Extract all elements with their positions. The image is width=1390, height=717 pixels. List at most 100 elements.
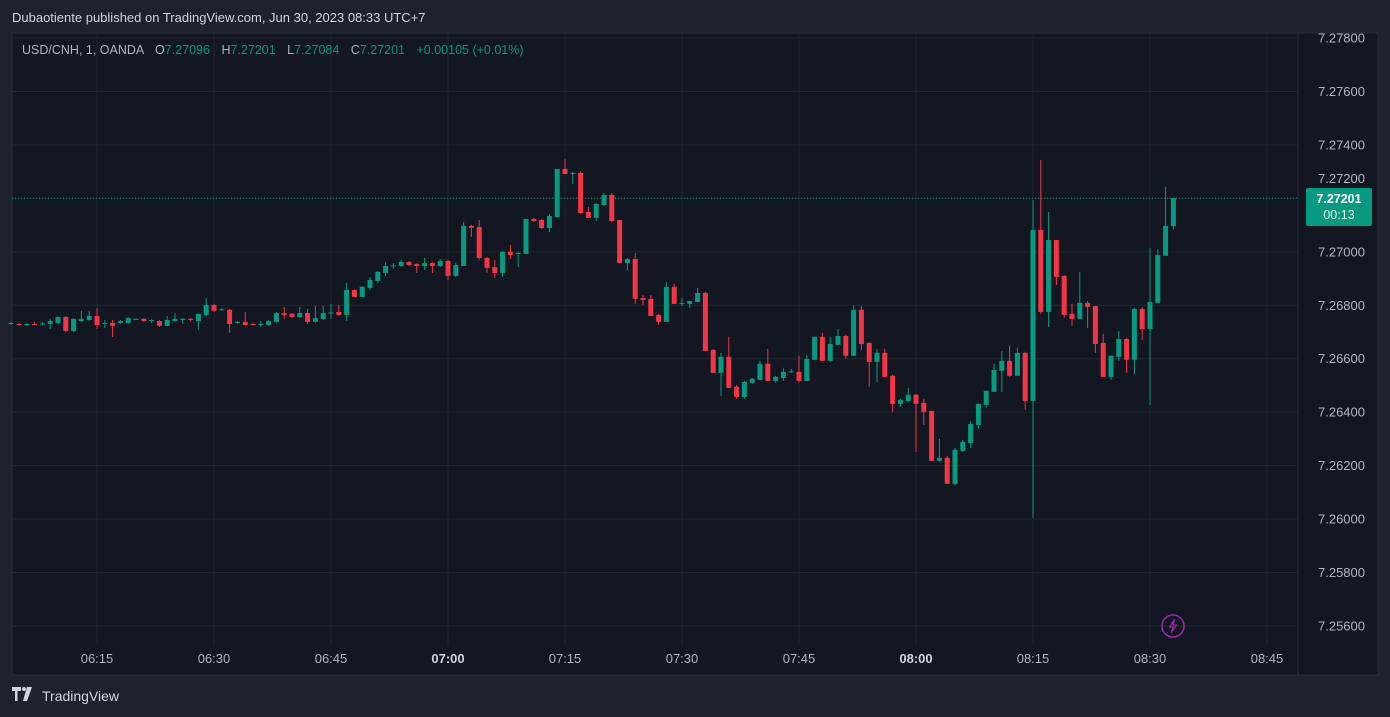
tradingview-logo-icon[interactable]: [12, 687, 34, 705]
candle-up: [71, 318, 77, 332]
candle-up: [1163, 186, 1169, 256]
candle-body: [320, 313, 326, 319]
time-tick-label: 06:30: [198, 651, 231, 666]
candle-body: [944, 457, 950, 484]
candle-up: [1155, 249, 1161, 303]
candle-body: [86, 315, 92, 320]
close-label: C: [350, 43, 360, 57]
candle-down: [765, 348, 771, 381]
candle-down: [351, 289, 357, 297]
candle-body: [180, 318, 186, 320]
candle-down: [1092, 306, 1098, 353]
footer: TradingView: [12, 687, 119, 705]
candle-body: [16, 323, 22, 326]
candle-down: [819, 332, 825, 361]
candle-body: [484, 257, 490, 268]
candle-body: [55, 317, 61, 323]
candle-body: [780, 371, 786, 378]
candle-up: [960, 439, 966, 453]
candle-body: [523, 218, 529, 254]
candle-body: [1100, 342, 1106, 377]
candle-down: [866, 341, 872, 387]
candle-body: [156, 321, 162, 326]
candle-body: [375, 271, 381, 281]
candle-body: [1085, 302, 1091, 307]
candle-down: [1061, 275, 1067, 318]
candle-up: [804, 354, 810, 381]
candle-body: [78, 318, 84, 322]
candle-up: [367, 276, 373, 291]
candle-down: [32, 321, 38, 326]
candle-body: [461, 225, 467, 266]
candle-down: [227, 309, 233, 333]
price-axis[interactable]: 7.27800 7.27600 7.27400 7.27200 7.27000 7.268…: [1318, 31, 1365, 634]
candle-body: [219, 309, 225, 311]
candle-down: [250, 322, 256, 326]
candle-down: [858, 306, 864, 350]
candle-body: [624, 259, 630, 264]
candle-body: [905, 394, 911, 401]
candle-body: [1014, 352, 1020, 376]
candle-body: [344, 290, 350, 315]
candle-body: [250, 323, 256, 325]
candle-up: [1077, 271, 1083, 319]
candle-down: [1038, 159, 1044, 314]
candle-up: [983, 390, 989, 408]
candle-body: [1163, 225, 1169, 256]
candle-body: [788, 371, 794, 373]
candle-body: [507, 251, 513, 256]
candle-up: [320, 306, 326, 320]
candle-up: [234, 321, 240, 324]
candle-body: [609, 194, 615, 222]
candle-body: [328, 312, 334, 314]
candle-body: [515, 252, 521, 254]
candle-body: [617, 220, 623, 264]
candle-body: [741, 381, 747, 397]
candle-down: [913, 394, 919, 453]
lightning-alert-icon[interactable]: [1161, 614, 1185, 638]
tradingview-brand[interactable]: TradingView: [42, 688, 120, 704]
candle-up: [936, 438, 942, 462]
candle-body: [671, 286, 677, 304]
candle-up: [273, 311, 279, 323]
candle-up: [624, 257, 630, 271]
price-tick-label: 7.27200: [1318, 171, 1365, 186]
candle-up: [570, 172, 576, 184]
candle-up: [359, 286, 365, 297]
candle-body: [640, 298, 646, 300]
candle-down: [882, 348, 888, 377]
candle-up: [523, 218, 529, 254]
candle-up: [874, 348, 880, 382]
symbol-name[interactable]: USD/CNH, 1, OANDA: [22, 43, 144, 57]
candle-down: [609, 193, 615, 222]
candle-body: [351, 290, 357, 297]
candle-up: [125, 317, 131, 324]
candle-body: [1077, 302, 1083, 319]
candle-body: [874, 352, 880, 362]
candle-up: [55, 316, 61, 324]
candle-body: [890, 375, 896, 404]
candle-up: [383, 261, 389, 276]
candle-body: [913, 394, 919, 404]
candle-body: [227, 309, 233, 324]
candle-up: [968, 420, 974, 448]
candle-down: [796, 355, 802, 383]
open-label: O: [155, 43, 165, 57]
candle-body: [819, 336, 825, 361]
candle-down: [305, 309, 311, 324]
time-axis[interactable]: 06:15 06:30 06:45 07:00 07:15 07:30 07:45 08:00…: [81, 651, 1284, 666]
price-tick-label: 7.27400: [1318, 137, 1365, 152]
candle-body: [773, 376, 779, 381]
candle-up: [975, 403, 981, 430]
candle-down: [726, 336, 732, 388]
price-tick-label: 7.27600: [1318, 84, 1365, 99]
last-price-value: 7.27201: [1316, 192, 1362, 206]
candle-up: [695, 287, 701, 303]
candle-down: [492, 259, 498, 279]
candle-body: [406, 261, 412, 265]
candle-up: [1131, 307, 1137, 374]
candle-up: [102, 319, 108, 328]
candle-body: [468, 225, 474, 228]
candle-down: [468, 224, 474, 237]
